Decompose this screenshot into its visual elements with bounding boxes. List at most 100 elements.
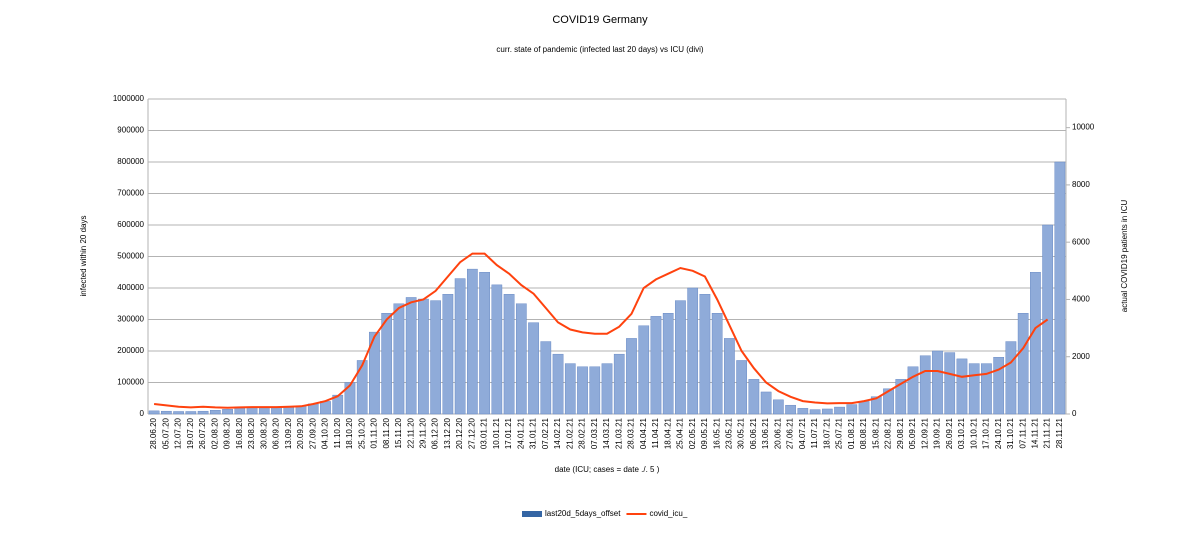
y2-tick-label: 6000 xyxy=(1072,237,1090,246)
x-tick-label: 18.07.21 xyxy=(822,417,831,449)
x-tick-label: 28.03.21 xyxy=(627,417,636,449)
bar xyxy=(846,404,858,415)
x-tick-label: 13.09.20 xyxy=(284,417,293,449)
bar xyxy=(638,325,650,415)
x-tick-label: 14.11.21 xyxy=(1031,417,1040,448)
bar xyxy=(393,303,405,415)
x-tick-label: 24.01.21 xyxy=(516,417,525,449)
x-tick-label: 07.02.21 xyxy=(541,417,550,449)
x-tick-label: 25.07.21 xyxy=(835,417,844,449)
bar xyxy=(711,313,723,415)
bar xyxy=(662,313,674,415)
x-tick-label: 07.11.21 xyxy=(1018,417,1027,448)
x-tick-label: 18.10.20 xyxy=(345,417,354,449)
x-tick-label: 27.12.20 xyxy=(467,417,476,449)
bar xyxy=(675,300,686,415)
x-tick-label: 27.09.20 xyxy=(308,417,317,449)
x-tick-label: 04.10.20 xyxy=(321,417,330,449)
bar xyxy=(442,294,454,415)
y2-tick-label: 8000 xyxy=(1072,180,1090,189)
bar xyxy=(968,363,980,415)
bar xyxy=(883,388,894,415)
y-tick-label: 700000 xyxy=(117,189,144,198)
bar xyxy=(479,272,490,415)
bar xyxy=(650,316,662,415)
x-tick-label: 06.06.21 xyxy=(749,417,758,449)
x-tick-label: 11.07.21 xyxy=(810,417,819,448)
y-tick-label: 1000000 xyxy=(113,94,145,103)
y-tick-label: 0 xyxy=(140,409,145,418)
bar xyxy=(161,410,172,415)
bar xyxy=(613,353,625,415)
x-tick-label: 13.06.21 xyxy=(761,417,770,449)
x-axis-title: date (ICU; cases = date ./. 5 ) xyxy=(555,465,660,474)
x-tick-label: 12.07.20 xyxy=(174,417,183,449)
bar xyxy=(870,396,882,415)
bar xyxy=(209,410,221,415)
x-tick-label: 10.01.21 xyxy=(492,417,501,449)
bar xyxy=(919,355,931,415)
bar xyxy=(564,363,576,415)
x-tick-label: 09.08.20 xyxy=(223,417,232,449)
x-tick-label: 22.11.20 xyxy=(406,417,415,448)
bar xyxy=(1005,341,1017,415)
x-tick-label: 24.10.21 xyxy=(994,417,1003,449)
x-tick-label: 20.06.21 xyxy=(773,417,782,449)
bar xyxy=(785,404,796,415)
chart-title: COVID19 Germany xyxy=(552,14,648,26)
x-tick-label: 16.05.21 xyxy=(712,417,721,449)
x-tick-label: 18.04.21 xyxy=(663,417,672,449)
legend-swatch xyxy=(522,511,542,517)
x-tick-label: 19.07.20 xyxy=(186,417,195,449)
bar xyxy=(503,294,515,415)
bar xyxy=(467,268,478,415)
bar xyxy=(809,409,821,415)
x-tick-label: 08.11.20 xyxy=(382,417,391,448)
x-tick-label: 27.06.21 xyxy=(786,417,795,449)
x-tick-label: 21.02.21 xyxy=(565,417,574,449)
bar xyxy=(907,366,919,415)
bar xyxy=(773,399,784,415)
bar xyxy=(748,379,760,415)
y-tick-label: 500000 xyxy=(117,252,144,261)
x-tick-label: 12.09.21 xyxy=(920,417,929,449)
bar xyxy=(981,363,992,415)
x-tick-label: 19.09.21 xyxy=(933,417,942,449)
bar xyxy=(222,409,233,415)
x-tick-label: 06.12.20 xyxy=(431,417,440,449)
x-tick-label: 21.11.21 xyxy=(1043,417,1052,448)
x-tick-label: 01.08.21 xyxy=(847,417,856,449)
bar xyxy=(418,298,429,415)
x-tick-label: 30.08.20 xyxy=(259,417,268,449)
x-tick-label: 30.05.21 xyxy=(737,417,746,449)
x-tick-label: 31.10.21 xyxy=(1006,417,1015,449)
y2-axis-title: actual COVID19 patients in ICU xyxy=(1120,200,1129,313)
y-tick-label: 900000 xyxy=(117,126,144,135)
bar xyxy=(1054,161,1066,415)
bar xyxy=(687,287,699,415)
bar xyxy=(148,410,160,415)
x-tick-label: 07.03.21 xyxy=(590,417,599,449)
bar xyxy=(956,358,968,415)
bar xyxy=(760,391,772,415)
bar xyxy=(430,300,441,415)
y2-tick-label: 2000 xyxy=(1072,352,1090,361)
x-tick-label: 21.03.21 xyxy=(614,417,623,449)
x-tick-label: 04.04.21 xyxy=(639,417,648,449)
bar xyxy=(932,350,943,415)
y-tick-label: 300000 xyxy=(117,315,144,324)
bar xyxy=(234,407,246,415)
bar xyxy=(344,382,356,415)
x-tick-label: 08.08.21 xyxy=(859,417,868,449)
bar xyxy=(626,338,637,415)
x-tick-label: 14.02.21 xyxy=(553,417,562,449)
x-tick-label: 25.04.21 xyxy=(676,417,685,449)
bar xyxy=(601,363,613,415)
bar xyxy=(271,406,282,415)
bar xyxy=(320,401,331,415)
x-tick-label: 26.07.20 xyxy=(198,417,207,449)
x-tick-label: 13.12.20 xyxy=(443,417,452,449)
bar xyxy=(515,303,527,415)
line xyxy=(153,252,1049,409)
